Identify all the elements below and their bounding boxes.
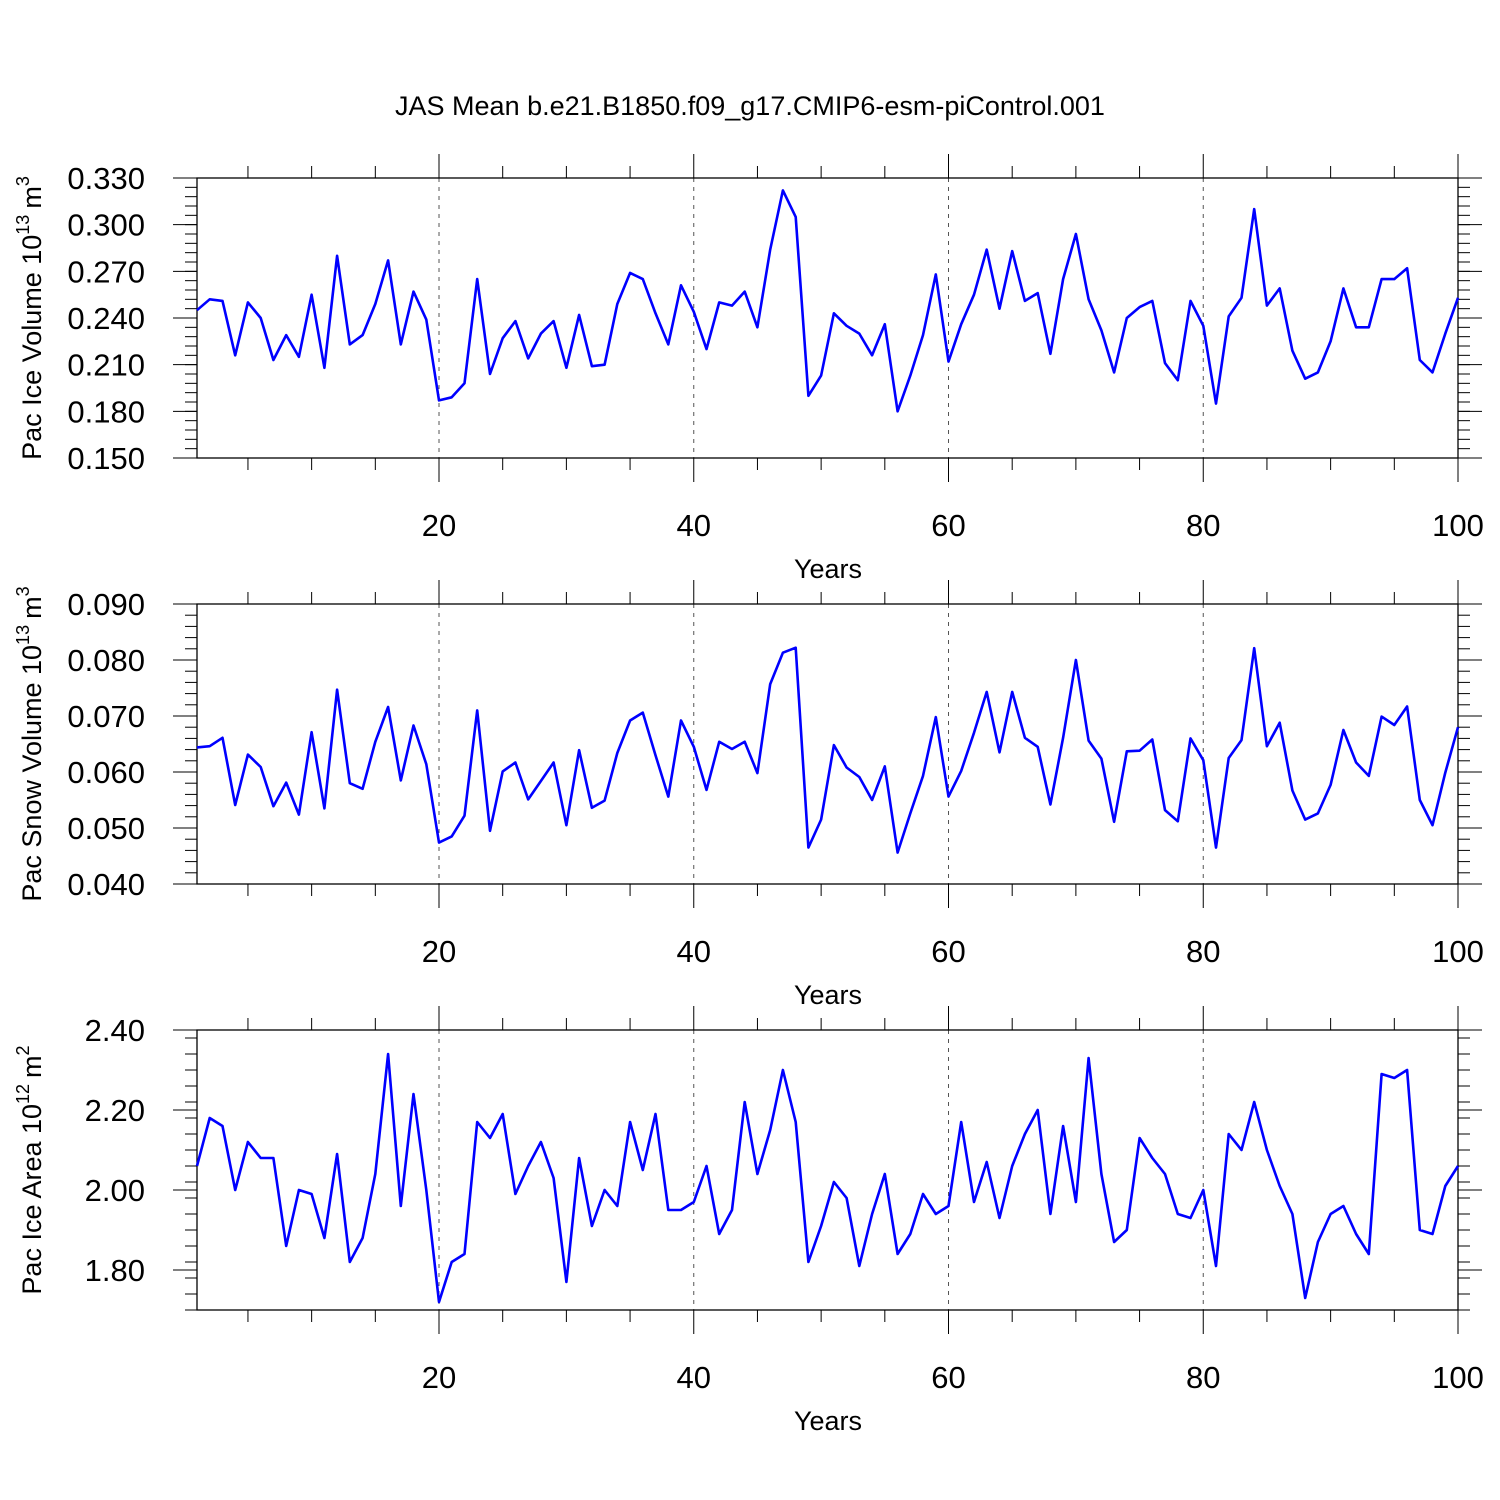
y-tick-label: 0.040: [67, 867, 145, 902]
plot-frame: [196, 1029, 1459, 1311]
y-axis-label: Pac Ice Area 1012 m2: [13, 1045, 47, 1294]
series-line-pac-ice-volume: [196, 189, 1460, 413]
plot-frame: [196, 603, 1459, 885]
x-tick-label: 40: [677, 1360, 711, 1395]
y-tick-label: 2.40: [85, 1013, 145, 1048]
x-axis-label: Years: [794, 980, 862, 1010]
x-tick-label: 80: [1186, 508, 1220, 543]
y-axis-label-text: Pac Ice Area 10: [17, 1104, 47, 1295]
y-tick-label: 0.270: [67, 254, 145, 289]
x-tick-label: 20: [422, 508, 456, 543]
y-axis-label-unit-exponent: 3: [13, 176, 33, 186]
plot-frame: [196, 177, 1459, 459]
x-tick-label: 80: [1186, 934, 1220, 969]
y-tick-label: 0.150: [67, 441, 145, 476]
y-tick-label: 0.090: [67, 587, 145, 622]
x-tick-label: 80: [1186, 1360, 1220, 1395]
series-line-pac-ice-area: [195, 1052, 1460, 1304]
x-tick-label: 60: [931, 1360, 965, 1395]
y-axis-label-unit: m: [17, 1055, 47, 1078]
y-axis-label: Pac Ice Volume 1013 m3: [13, 176, 47, 460]
y-axis-label-text: Pac Snow Volume 10: [17, 645, 47, 902]
x-tick-label: 100: [1432, 1360, 1484, 1395]
y-tick-label: 0.070: [67, 699, 145, 734]
x-tick-label: 20: [422, 934, 456, 969]
y-tick-label: 0.240: [67, 301, 145, 336]
x-tick-label: 60: [931, 508, 965, 543]
y-axis-label: Pac Snow Volume 1013 m3: [13, 586, 47, 901]
x-tick-label: 60: [931, 934, 965, 969]
x-tick-label: 100: [1432, 508, 1484, 543]
y-tick-label: 0.210: [67, 348, 145, 383]
y-tick-label: 2.20: [85, 1093, 145, 1128]
x-axis-label: Years: [794, 1406, 862, 1436]
y-tick-label: 0.050: [67, 811, 145, 846]
y-tick-label: 0.300: [67, 208, 145, 243]
y-axis-label-text: Pac Ice Volume 10: [17, 235, 47, 460]
panel-3: 1.80 2.00 2.20 2.40 20 40 60 80 100 Years Pac Ice …: [13, 1006, 1484, 1436]
y-axis-label-exponent: 12: [13, 1084, 33, 1104]
y-axis-label-exponent: 13: [13, 625, 33, 645]
panel-2: 0.040 0.050 0.060 0.070 0.080 0.090 20 40 60 80 10…: [13, 580, 1484, 1010]
y-tick-label: 0.330: [67, 161, 145, 196]
panel-1: 0.150 0.180 0.210 0.240 0.270 0.300 0.330 20 40 6…: [13, 154, 1484, 584]
y-axis-label-unit-exponent: 3: [13, 586, 33, 596]
x-axis-label: Years: [794, 554, 862, 584]
y-axis-label-exponent: 13: [13, 215, 33, 235]
y-axis-label-unit: m: [17, 186, 47, 209]
x-tick-label: 40: [677, 934, 711, 969]
x-tick-label: 100: [1432, 934, 1484, 969]
series-line-pac-snow-volume: [196, 646, 1460, 854]
y-tick-label: 0.180: [67, 394, 145, 429]
y-tick-label: 1.80: [85, 1253, 145, 1288]
y-tick-label: 2.00: [85, 1173, 145, 1208]
y-tick-label: 0.080: [67, 643, 145, 678]
figure-title: JAS Mean b.e21.B1850.f09_g17.CMIP6-esm-p…: [395, 91, 1105, 121]
x-tick-label: 20: [422, 1360, 456, 1395]
x-tick-label: 40: [677, 508, 711, 543]
chart-panels: 0.150 0.180 0.210 0.240 0.270 0.300 0.330 20 40 6…: [13, 154, 1484, 1436]
y-axis-label-unit: m: [17, 596, 47, 619]
y-tick-label: 0.060: [67, 755, 145, 790]
y-axis-label-unit-exponent: 2: [13, 1045, 33, 1055]
